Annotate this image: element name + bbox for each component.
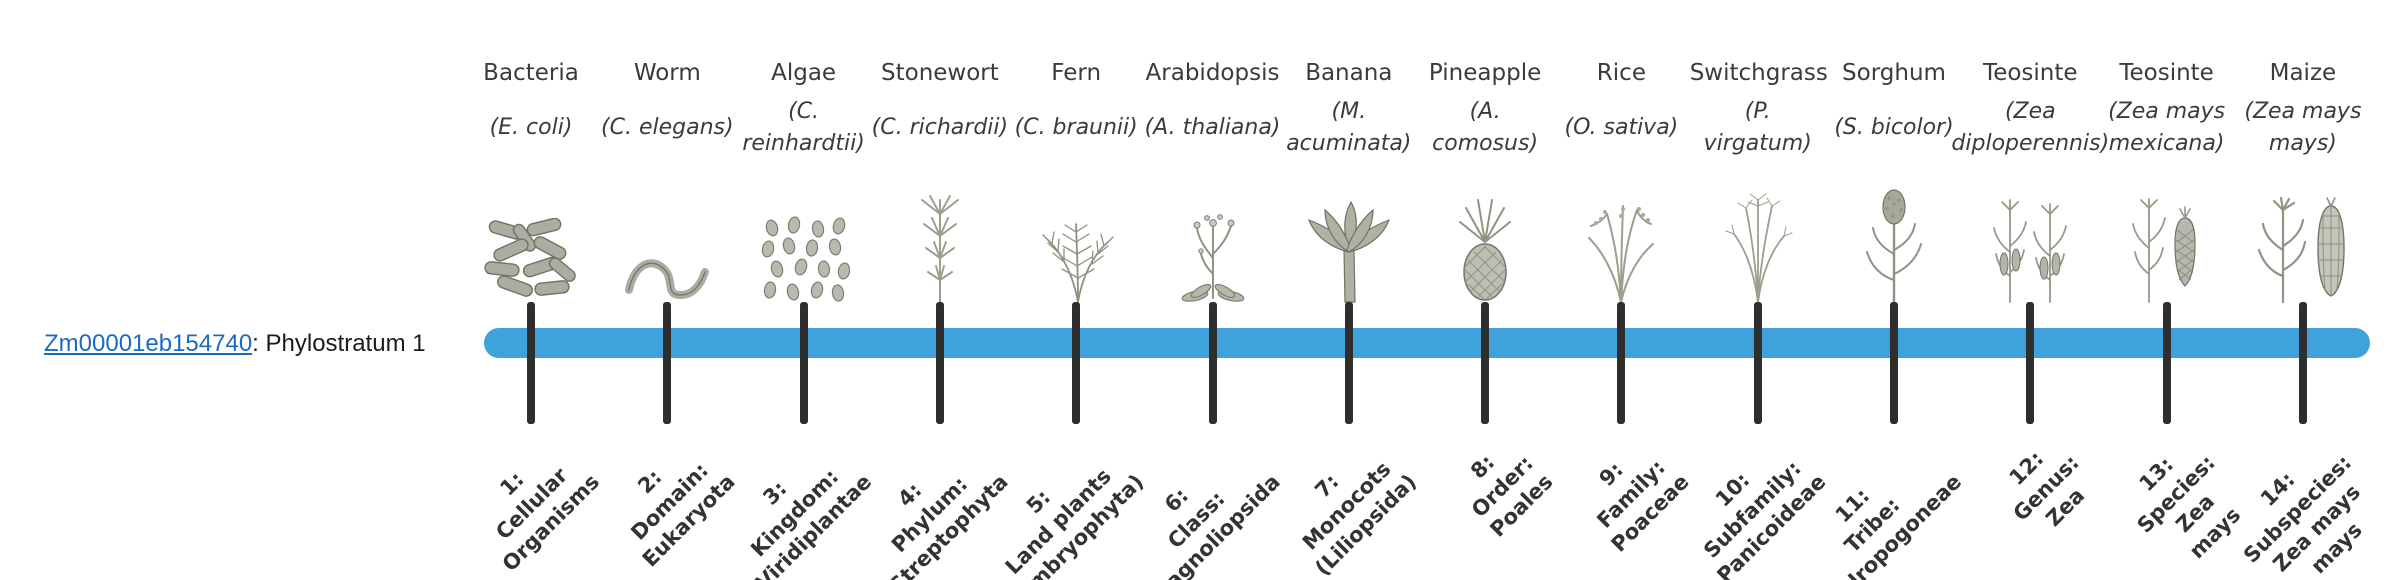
organism-scientific-name: (M. acuminata) — [1286, 99, 1412, 156]
organism-scientific-name: (Zea diploperennis) — [1951, 99, 2110, 156]
phylostratum-label: 7: Monocots (Liliopsida) — [1297, 456, 1422, 580]
organism-scientific-name: (C. braunii) — [1014, 115, 1138, 141]
phylostratum-text: : Phylostratum 1 — [252, 330, 426, 357]
arabidopsis-icon — [1147, 170, 1279, 304]
organism-scientific-name: (A. thaliana) — [1144, 115, 1281, 141]
phylostratum-column: Teosinte (Zea mays mexicana) 13: Species… — [2099, 0, 2246, 580]
phylostratum-label: 14: Subspecies: Zea mays mays — [2239, 450, 2368, 579]
timeline-tick — [1208, 302, 1217, 424]
organism-common-name: Arabidopsis — [1145, 60, 1280, 86]
organism-common-name: Teosinte — [2119, 60, 2214, 86]
organism-scientific-name: (E. coli) — [489, 115, 573, 141]
organism-scientific-name: (Zea mays mays) — [2244, 99, 2362, 156]
phylostratum-label: 3: Kingdom: Viridiplantae — [745, 464, 877, 580]
organism-common-name: Rice — [1596, 60, 1646, 86]
organism-common-name: Sorghum — [1842, 60, 1946, 86]
organism-scientific-name: (A. comosus) — [1432, 99, 1539, 156]
stonewort-icon — [874, 170, 1006, 304]
bacteria-icon — [465, 170, 597, 304]
timeline-tick — [663, 302, 672, 424]
phylostratum-column: Stonewort (C. richardii) 4: Phylum: Stre… — [872, 0, 1013, 580]
timeline-tick — [799, 302, 808, 424]
phylostratum-column: Fern (C. braunii) 5: Land plants (Embryo… — [1001, 0, 1149, 580]
organism-scientific-name: (C. richardii) — [871, 115, 1009, 141]
organism-common-name: Maize — [2269, 60, 2337, 86]
organism-common-name: Banana — [1305, 60, 1393, 86]
timeline-bar — [484, 328, 2370, 358]
timeline-tick — [527, 302, 535, 424]
phylostratum-column: Banana (M. acuminata) 7: Monocots (Lilio… — [1281, 0, 1421, 580]
phylostratum-label: 1: Cellular Organisms — [490, 462, 604, 577]
phylostratum-column: Algae (C. reinhardtii) 3: Kingdom: Virid… — [736, 0, 876, 580]
phylostratum-column: Rice (O. sativa) 9: Family: Poaceae — [1553, 0, 1695, 580]
timeline-tick — [1890, 302, 1898, 424]
organism-scientific-name: (P. virgatum) — [1703, 99, 1812, 156]
phylostratum-column: Worm (C. elegans) 2: Domain: Eukaryota — [599, 0, 740, 580]
timeline-tick — [2298, 302, 2307, 424]
organism-common-name: Switchgrass — [1689, 60, 1828, 86]
organism-scientific-name: (O. sativa) — [1564, 115, 1679, 141]
organism-common-name: Pineapple — [1428, 60, 1542, 86]
organism-scientific-name: (C. elegans) — [601, 115, 734, 141]
gene-id-link[interactable]: Zm00001eb154740 — [44, 330, 253, 357]
phylostratum-column: Arabidopsis (A. thaliana) 6: Class: Magn… — [1145, 0, 1286, 580]
phylostratum-column: Maize (Zea mays mays) 14: Subspecies: Ze… — [2235, 0, 2371, 580]
pineapple-icon — [1419, 170, 1551, 304]
organism-common-name: Algae — [771, 60, 837, 86]
organism-scientific-name: (S. bicolor) — [1834, 115, 1954, 141]
phylostratum-label: 8: Order: Poales — [1466, 450, 1558, 542]
organism-common-name: Worm — [633, 60, 701, 86]
timeline-tick — [2162, 302, 2171, 424]
organism-scientific-name: (Zea mays mexicana) — [2108, 99, 2226, 156]
organism-scientific-name: (C. reinhardtii) — [742, 99, 865, 156]
phylostratum-column: Switchgrass (P. virgatum) 10: Subfamily:… — [1689, 0, 1831, 580]
sorghum-icon — [1828, 170, 1960, 304]
teosinte-diplo-icon — [1964, 170, 2096, 304]
banana-icon — [1283, 170, 1415, 304]
organism-common-name: Stonewort — [881, 60, 999, 86]
phylostratum-column: Bacteria (E. coli) 1: Cellular Organisms — [463, 0, 604, 580]
worm-icon — [601, 170, 733, 304]
maize-icon — [2237, 170, 2369, 304]
timeline-tick — [1344, 302, 1353, 424]
phylostratum-label: 2: Domain: Eukaryota — [626, 457, 741, 572]
phylostratum-label: 9: Family: Poaceae — [1592, 455, 1695, 557]
organism-common-name: Bacteria — [483, 60, 579, 86]
timeline-tick — [1481, 302, 1490, 424]
timeline-tick — [1753, 302, 1762, 424]
rice-icon — [1555, 170, 1687, 304]
teosinte-mexicana-icon — [2101, 170, 2233, 304]
timeline-tick — [1617, 302, 1626, 424]
organism-common-name: Fern — [1051, 60, 1102, 86]
phylostratum-label: 12: Genus: Zea — [2004, 446, 2090, 532]
algae-icon — [738, 170, 870, 304]
organism-common-name: Teosinte — [1983, 60, 2078, 86]
fern-icon — [1010, 170, 1142, 304]
timeline-tick — [1072, 302, 1081, 424]
phylostratum-column: Pineapple (A. comosus) 8: Order: Poales — [1417, 0, 1558, 580]
timeline-tick — [2026, 302, 2035, 424]
phylostratum-column: Sorghum (S. bicolor) 11: Tribe: Andropog… — [1817, 0, 1967, 580]
phylostratum-column: Teosinte (Zea diploperennis) 12: Genus: … — [1951, 0, 2109, 580]
timeline-tick — [935, 302, 944, 424]
gene-label: Zm00001eb154740: Phylostratum 1 — [44, 330, 426, 358]
switchgrass-icon — [1692, 170, 1824, 304]
